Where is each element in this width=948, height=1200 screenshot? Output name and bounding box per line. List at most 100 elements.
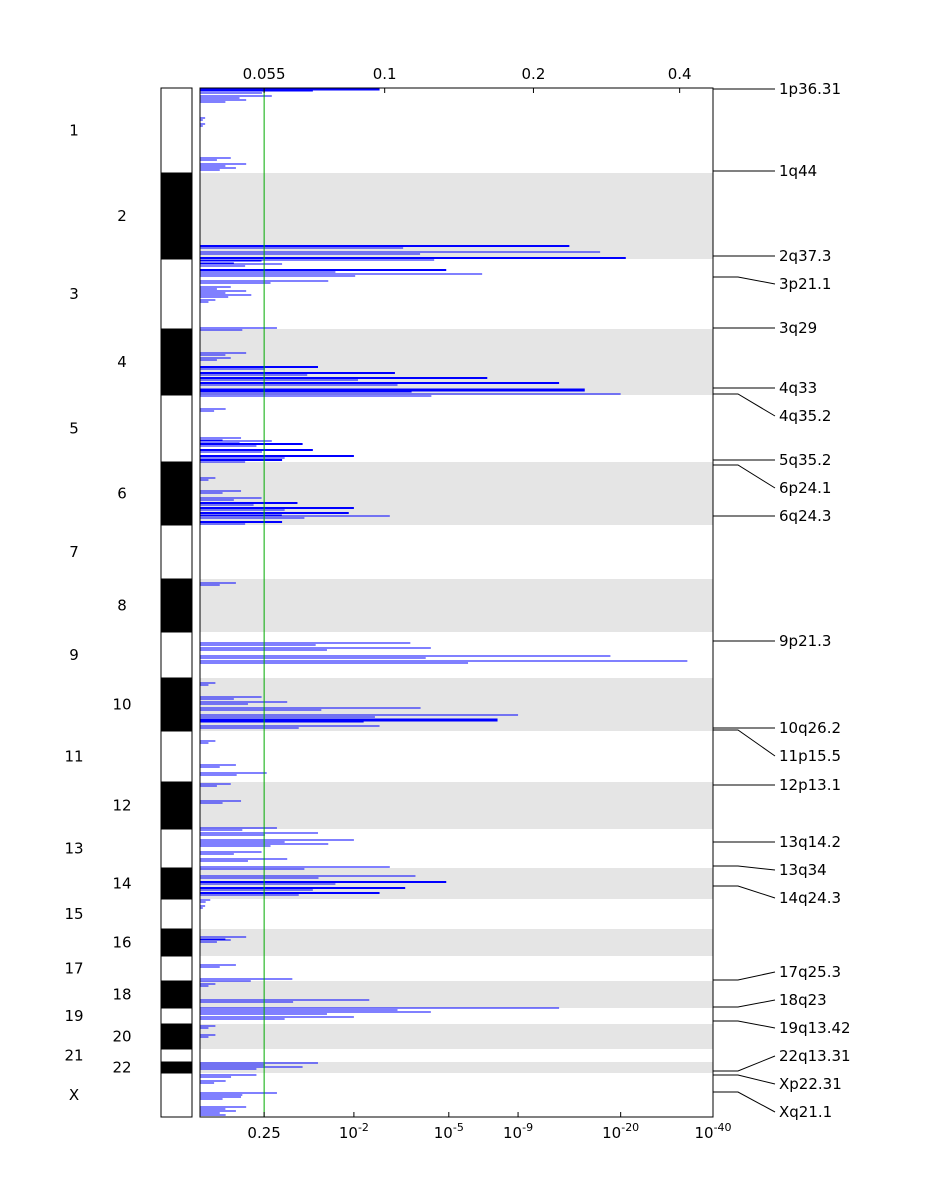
ideogram-chromosome-block [160, 867, 193, 900]
chromosome-label: 16 [112, 934, 131, 952]
bottom-axis-tick-label: 10-5 [434, 1121, 464, 1142]
chromosome-band-shade [200, 462, 713, 525]
annotation-leader-line [713, 1091, 776, 1113]
annotation-label: 11p15.5 [779, 747, 841, 765]
annotation-leader-line [713, 729, 776, 757]
annotation-leader-line [713, 1055, 776, 1072]
bottom-axis-tick-label: 0.25 [247, 1124, 280, 1142]
locus-annotations: 1p36.31 1q44 2q37.3 3p21.1 3q29 4q33 4q35.2 5q3… [713, 80, 851, 1121]
ideogram-chromosome-block [160, 258, 193, 330]
ideogram-chromosome-block [160, 461, 193, 526]
chromosome-label: 11 [64, 748, 83, 766]
annotation-label: 19q13.42 [779, 1019, 851, 1037]
annotation-label: 9p21.3 [779, 632, 831, 650]
plot-frame [199, 87, 714, 1118]
chromosome-label: 19 [64, 1007, 83, 1025]
bottom-axis-tick-label: 10-2 [339, 1121, 369, 1142]
chromosome-label: 4 [117, 353, 127, 371]
tick-label-base: 10 [339, 1124, 358, 1142]
annotation-label: Xq21.1 [779, 1103, 832, 1121]
annotation-label: 17q25.3 [779, 963, 841, 981]
annotation-label: 22q13.31 [779, 1047, 851, 1065]
ideogram-chromosome-block [160, 898, 193, 930]
annotation-leader-line [713, 999, 776, 1008]
chromosome-label: 5 [69, 420, 79, 438]
ideogram-chromosome-block [160, 394, 193, 463]
annotation-label: 4q35.2 [779, 407, 831, 425]
signal-layer [200, 87, 688, 1118]
annotation-leader-line [713, 865, 776, 871]
annotation-label: 12p13.1 [779, 776, 841, 794]
chromosome-shading-layer [200, 173, 713, 1073]
tick-label-base: 10 [503, 1124, 522, 1142]
chromosome-label: 8 [117, 597, 127, 615]
annotation-leader-line [713, 276, 776, 285]
chromosome-band-shade [200, 1062, 713, 1073]
top-axis-tick-label: 0.1 [373, 65, 397, 83]
tick-label-base: 10 [434, 1124, 453, 1142]
ideogram-chromosome-block [160, 328, 193, 396]
bottom-axis-tick-label: 10-9 [503, 1121, 533, 1142]
ideogram-chromosome-block [160, 1023, 193, 1050]
chromosome-label: 1 [69, 122, 79, 140]
annotation-label: 5q35.2 [779, 451, 831, 469]
chromosome-label: 15 [64, 905, 83, 923]
chromosome-label: 2 [117, 207, 127, 225]
ideogram-chromosome-block [160, 1072, 193, 1118]
annotation-label: Xp22.31 [779, 1075, 842, 1093]
annotation-leader-line [713, 1020, 776, 1029]
chromosome-label: 18 [112, 986, 131, 1004]
annotation-label: 4q33 [779, 379, 817, 397]
bottom-axis-tick-label: 10-20 [602, 1121, 639, 1142]
annotation-label: 2q37.3 [779, 247, 831, 265]
annotation-label: 1q44 [779, 162, 817, 180]
top-axis-tick-label: 0.4 [668, 65, 692, 83]
ideogram-chromosome-block [160, 1048, 193, 1063]
tick-label-exponent: -9 [522, 1121, 533, 1134]
annotation-label: 10q26.2 [779, 719, 841, 737]
annotation-label: 13q14.2 [779, 833, 841, 851]
chromosome-band-shade [200, 929, 713, 956]
tick-label-exponent: -5 [453, 1121, 464, 1134]
ideogram-chromosome-block [160, 980, 193, 1009]
chromosome-label: 13 [64, 840, 83, 858]
chromosome-label: 3 [69, 285, 79, 303]
tick-label-base: 10 [694, 1124, 713, 1142]
chromosome-band-shade [200, 579, 713, 632]
chromosome-label: 14 [112, 875, 131, 893]
ideogram-chromosome-block [160, 730, 193, 783]
annotation-leader-line [713, 971, 776, 981]
chromosome-label: 10 [112, 696, 131, 714]
axes-layer: 0.055 0.1 0.2 0.40.25 10-2 10-5 10-9 10-20 10-40 [199, 65, 732, 1142]
ideogram-chromosome-block [160, 87, 193, 174]
chromosome-band-shade [200, 173, 713, 259]
chromosome-label: 6 [117, 485, 127, 503]
ideogram-chromosome-block [160, 1007, 193, 1025]
ideogram-chromosome-block [160, 1061, 193, 1074]
ideogram-chromosome-block [160, 928, 193, 957]
chromosome-ideogram [160, 87, 193, 1118]
top-axis-tick-label: 0.2 [522, 65, 546, 83]
tick-label-exponent: -20 [621, 1121, 639, 1134]
annotation-leader-line [713, 464, 776, 489]
ideogram-chromosome-block [160, 578, 193, 633]
annotation-label: 3p21.1 [779, 275, 831, 293]
tick-label-base: 0.25 [247, 1124, 280, 1142]
chromosome-label: 9 [69, 646, 79, 664]
chromosome-label: 20 [112, 1028, 131, 1046]
annotation-label: 6q24.3 [779, 507, 831, 525]
ideogram-chromosome-block [160, 677, 193, 732]
annotation-label: 13q34 [779, 861, 827, 879]
chromosome-label: 17 [64, 960, 83, 978]
tick-label-exponent: -40 [714, 1121, 732, 1134]
tick-label-exponent: -2 [358, 1121, 369, 1134]
bottom-axis-tick-label: 10-40 [694, 1121, 731, 1142]
annotation-label: 18q23 [779, 991, 827, 1009]
chromosome-label: X [69, 1086, 79, 1104]
chromosome-label: 22 [112, 1059, 131, 1077]
annotation-leader-line [713, 885, 776, 899]
annotation-label: 3q29 [779, 319, 817, 337]
chromosome-band-shade [200, 678, 713, 731]
chromosome-label: 21 [64, 1047, 83, 1065]
